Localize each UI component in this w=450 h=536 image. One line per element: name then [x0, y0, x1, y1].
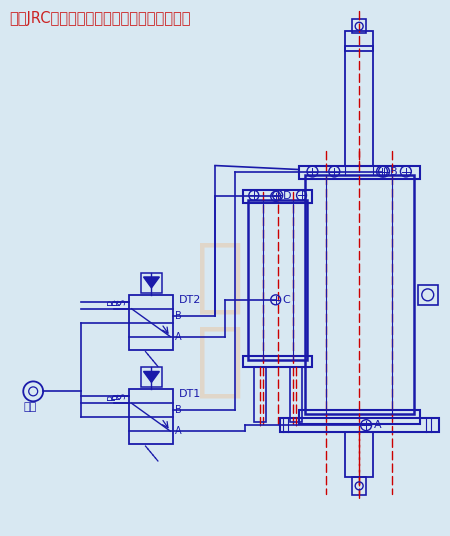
- Text: A: A: [374, 420, 382, 430]
- Text: 玖
容: 玖 容: [196, 239, 244, 401]
- Bar: [254, 368, 266, 422]
- Bar: [140, 273, 162, 293]
- Bar: [305, 175, 414, 414]
- Text: S: S: [117, 299, 128, 305]
- Text: B: B: [176, 405, 182, 415]
- Text: DT1: DT1: [179, 389, 202, 399]
- Text: R: R: [107, 393, 117, 400]
- Polygon shape: [144, 277, 159, 288]
- Text: 气源: 气源: [23, 403, 36, 412]
- Bar: [298, 410, 420, 424]
- Polygon shape: [144, 371, 159, 382]
- Bar: [345, 432, 373, 477]
- Text: DT2: DT2: [179, 295, 202, 305]
- Bar: [352, 19, 366, 33]
- Bar: [129, 295, 173, 349]
- Bar: [345, 31, 373, 51]
- Bar: [352, 477, 366, 495]
- Text: D: D: [283, 191, 291, 202]
- Text: A: A: [176, 332, 182, 341]
- Text: B: B: [390, 167, 398, 176]
- Text: S: S: [117, 393, 128, 399]
- Text: P: P: [112, 299, 122, 305]
- Text: R: R: [107, 299, 117, 306]
- Bar: [345, 46, 373, 166]
- Text: A: A: [176, 426, 182, 436]
- Bar: [248, 200, 307, 360]
- Bar: [279, 418, 439, 432]
- Bar: [129, 389, 173, 444]
- Bar: [418, 285, 438, 305]
- Text: B: B: [176, 311, 182, 321]
- Text: P: P: [112, 393, 122, 399]
- Bar: [140, 368, 162, 388]
- Bar: [298, 166, 420, 180]
- Bar: [243, 190, 312, 203]
- Text: 玖容JRC总行程可调型气液增压缸气路连接图: 玖容JRC总行程可调型气液增压缸气路连接图: [9, 11, 191, 26]
- Bar: [243, 355, 312, 368]
- Bar: [290, 368, 302, 422]
- Text: C: C: [283, 295, 290, 305]
